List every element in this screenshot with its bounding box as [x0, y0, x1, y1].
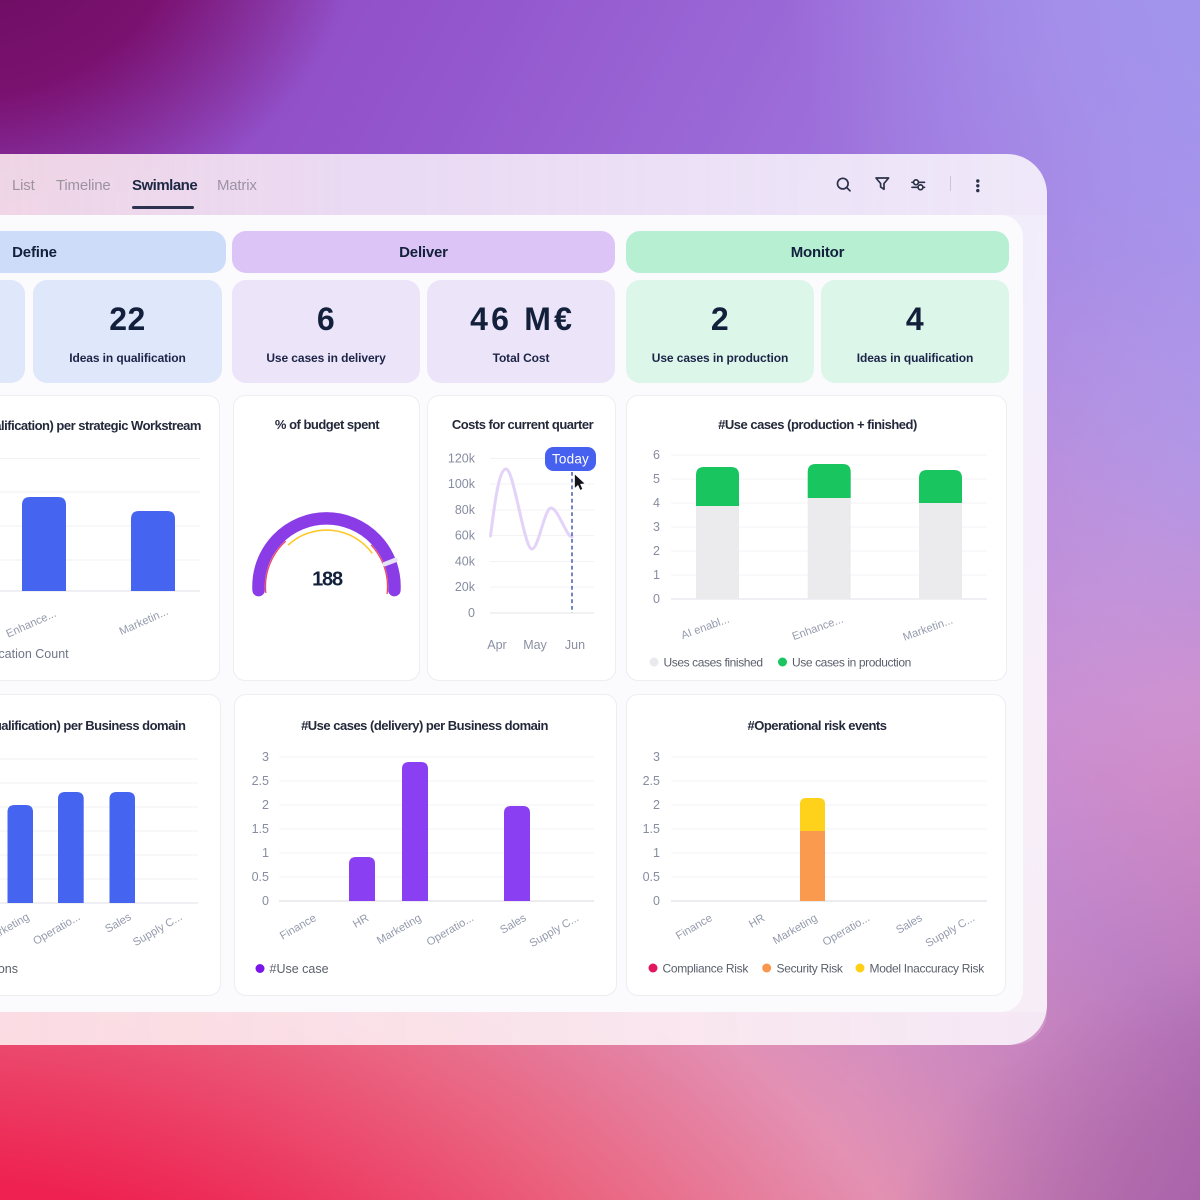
svg-text:#Ideas (qualification) per str: #Ideas (qualification) per strategic Wor… [0, 418, 201, 433]
svg-text:1: 1 [262, 846, 269, 860]
svg-text:2: 2 [653, 544, 660, 558]
svg-text:Operatio...: Operatio... [31, 911, 82, 948]
svg-text:AI enabl...: AI enabl... [680, 614, 731, 643]
svg-text:Marketing: Marketing [375, 912, 424, 947]
svg-text:2: 2 [653, 798, 660, 812]
svg-text:Supply C...: Supply C... [528, 912, 581, 950]
svg-text:Costs for current quarter: Costs for current quarter [452, 417, 594, 432]
svg-text:2.5: 2.5 [643, 774, 660, 788]
svg-text:Sales: Sales [894, 912, 925, 937]
svg-text:0.5: 0.5 [252, 870, 269, 884]
svg-text:3: 3 [653, 520, 660, 534]
svg-text:6: 6 [653, 448, 660, 462]
svg-text:HR: HR [747, 912, 767, 930]
svg-text:Marketin...: Marketin... [118, 606, 171, 638]
svg-text:0: 0 [468, 606, 475, 620]
svg-text:#Ideas (qualification) per Bus: #Ideas (qualification) per Business doma… [0, 718, 186, 733]
svg-text:#Use cases (delivery) per Busi: #Use cases (delivery) per Business domai… [301, 718, 548, 733]
svg-text:#Operational risk events: #Operational risk events [747, 718, 886, 733]
svg-text:Use cases in production: Use cases in production [792, 656, 911, 670]
svg-text:0: 0 [653, 592, 660, 606]
svg-text:4: 4 [653, 496, 660, 510]
svg-text:Security Risk: Security Risk [777, 962, 844, 976]
svg-text:2.5: 2.5 [252, 774, 269, 788]
svg-text:1: 1 [653, 846, 660, 860]
svg-text:#Use case: #Use case [270, 962, 329, 976]
svg-text:100k: 100k [448, 477, 476, 491]
svg-text:Qualification Count: Qualification Count [0, 647, 69, 661]
svg-text:0.5: 0.5 [643, 870, 660, 884]
svg-text:% of budget spent: % of budget spent [275, 417, 380, 432]
svg-text:120k: 120k [448, 452, 476, 466]
svg-text:3: 3 [653, 750, 660, 764]
svg-text:Marketin...: Marketin... [901, 615, 954, 644]
svg-text:80k: 80k [455, 503, 476, 517]
svg-text:HR: HR [351, 912, 371, 930]
svg-text:Operatio...: Operatio... [821, 912, 872, 949]
svg-text:Marketing: Marketing [771, 912, 820, 947]
svg-text:188: 188 [312, 569, 343, 591]
svg-text:1.5: 1.5 [252, 822, 269, 836]
svg-text:40k: 40k [455, 555, 476, 569]
svg-text:Finance: Finance [674, 912, 714, 942]
svg-text:Finance: Finance [278, 912, 318, 942]
svg-text:Enhance...: Enhance... [4, 608, 58, 641]
svg-text:Marketing: Marketing [0, 911, 32, 946]
svg-text:#Ideas in qualifications: #Ideas in qualifications [0, 962, 18, 976]
svg-text:#Use cases (production + finis: #Use cases (production + finished) [718, 417, 917, 432]
svg-text:Today: Today [552, 452, 589, 467]
svg-text:Compliance Risk: Compliance Risk [663, 962, 750, 976]
svg-text:Jun: Jun [565, 638, 585, 652]
svg-text:May: May [523, 638, 547, 652]
svg-text:1.5: 1.5 [643, 822, 660, 836]
svg-text:3: 3 [262, 750, 269, 764]
svg-text:Uses cases finished: Uses cases finished [664, 656, 763, 670]
svg-text:Supply C...: Supply C... [924, 912, 977, 950]
svg-text:0: 0 [653, 894, 660, 908]
svg-text:Model Inaccuracy Risk: Model Inaccuracy Risk [870, 962, 986, 976]
svg-text:5: 5 [653, 472, 660, 486]
svg-text:0: 0 [262, 894, 269, 908]
svg-text:1: 1 [653, 568, 660, 582]
svg-text:2: 2 [262, 798, 269, 812]
svg-text:20k: 20k [455, 580, 476, 594]
svg-text:Sales: Sales [498, 912, 529, 937]
svg-text:Sales: Sales [103, 911, 134, 936]
svg-text:60k: 60k [455, 529, 476, 543]
svg-text:Apr: Apr [487, 638, 506, 652]
svg-text:Enhance...: Enhance... [791, 614, 845, 644]
svg-text:Operatio...: Operatio... [425, 912, 476, 949]
svg-text:Supply C...: Supply C... [131, 911, 184, 949]
